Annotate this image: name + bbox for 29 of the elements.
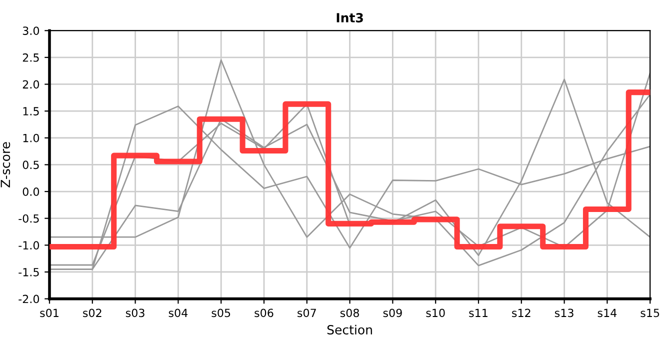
y-axis-title: Z-score [0, 142, 10, 188]
x-tick-label: s04 [168, 308, 188, 318]
x-tick-label: s10 [426, 308, 445, 318]
y-tick-label: 1.5 [23, 107, 39, 116]
chart-title: Int3 [336, 12, 363, 22]
y-tick-label: 0.0 [22, 187, 40, 196]
x-axis-title: Section [327, 324, 372, 335]
y-tick-label: 0.5 [22, 160, 39, 170]
y-tick-label: -1.0 [18, 241, 40, 250]
x-tick-label: s08 [340, 308, 360, 318]
x-tick-label: s09 [383, 308, 402, 318]
x-tick-label: s02 [83, 308, 102, 318]
y-tick-label: -0.5 [18, 214, 39, 223]
y-tick-label: 3.0 [22, 26, 40, 35]
x-tick-label: s05 [212, 308, 230, 318]
y-tick-label: -1.5 [18, 268, 39, 276]
y-tick-label: -2.0 [18, 294, 40, 304]
x-tick-label: s03 [126, 308, 144, 318]
x-tick-label: s11 [469, 308, 488, 318]
x-tick-label: s07 [298, 308, 316, 318]
y-tick-label: 2.0 [22, 80, 40, 89]
x-tick-label: s01 [40, 308, 58, 318]
x-tick-label: s06 [254, 308, 274, 318]
x-tick-label: s15 [640, 308, 660, 318]
x-tick-label: s12 [512, 308, 530, 318]
x-tick-label: s13 [554, 308, 574, 318]
x-tick-label: s14 [598, 308, 617, 318]
y-tick-label: 2.5 [22, 53, 39, 62]
y-tick-label: 1.0 [23, 134, 40, 142]
